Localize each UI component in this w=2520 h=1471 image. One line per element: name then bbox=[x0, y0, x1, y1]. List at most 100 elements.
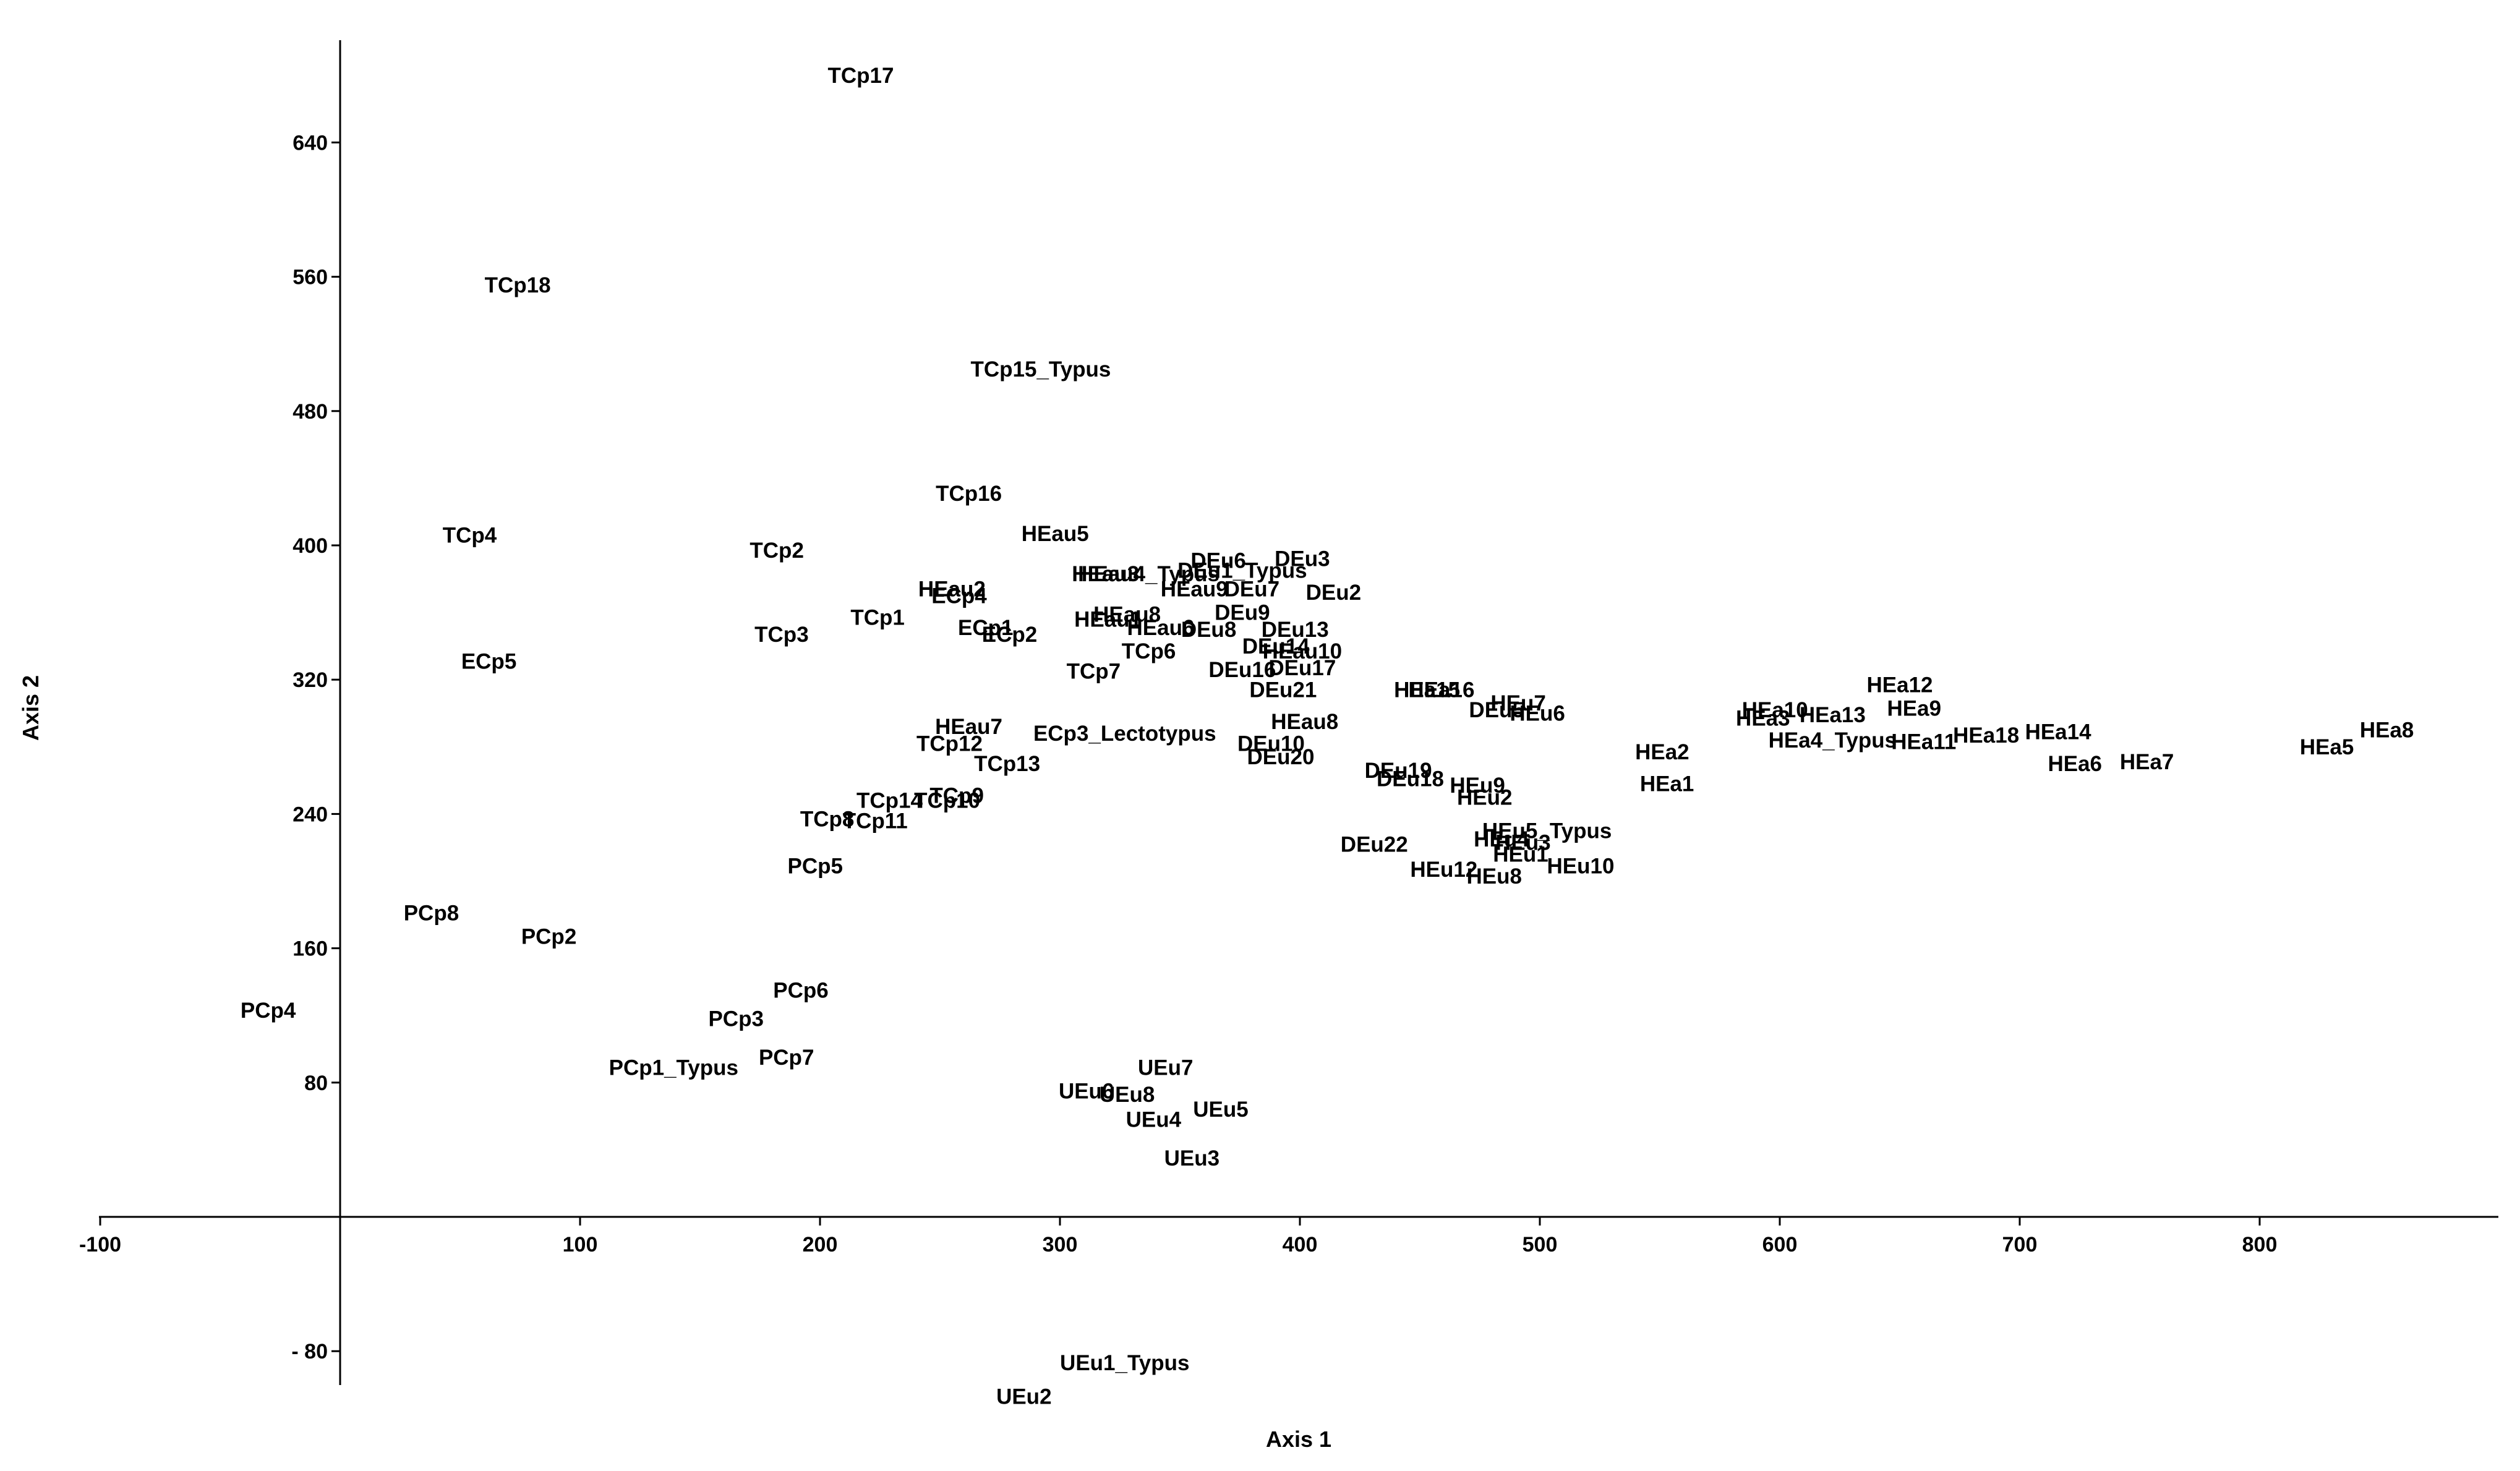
point-label: HEa11 bbox=[1891, 730, 1956, 754]
point-label: HEau6 bbox=[1127, 616, 1194, 640]
point-label: DEu14 bbox=[1242, 634, 1310, 659]
point-label: DEu5 bbox=[1469, 698, 1524, 722]
point-label: HEa9 bbox=[1887, 696, 1941, 720]
point-label: TCp3 bbox=[754, 623, 809, 647]
point-label: HEa14 bbox=[2025, 720, 2092, 744]
point-label: TCp13 bbox=[974, 752, 1040, 776]
point-label: HEu9 bbox=[1450, 774, 1505, 798]
x-tick-label: 800 bbox=[2242, 1233, 2278, 1256]
point-label: UEu7 bbox=[1138, 1055, 1193, 1080]
point-label: HEa15 bbox=[1394, 678, 1460, 702]
point-label: TCp12 bbox=[916, 731, 983, 756]
point-label: HEu5_Typus bbox=[1482, 819, 1612, 843]
point-label: HEa12 bbox=[1866, 673, 1933, 697]
point-label: TCp6 bbox=[1122, 639, 1176, 663]
point-label: DEu6 bbox=[1190, 548, 1245, 573]
y-tick-label: 480 bbox=[293, 400, 328, 424]
point-label: UEu8 bbox=[1100, 1083, 1155, 1107]
point-label: PCp2 bbox=[521, 925, 576, 949]
point-label: HEau4_Typus bbox=[1078, 562, 1219, 586]
point-label: HEau3 bbox=[1072, 562, 1139, 586]
point-label: HEu4 bbox=[1474, 827, 1529, 851]
x-tick-label: 700 bbox=[2002, 1233, 2038, 1256]
point-label: HEa4_Typus bbox=[1769, 728, 1897, 753]
point-label: HEu10 bbox=[1547, 855, 1614, 879]
point-label: HEu8 bbox=[1467, 864, 1522, 889]
point-label: TCp17 bbox=[827, 64, 894, 88]
point-label: HEa18 bbox=[1953, 723, 2019, 748]
point-label: HEa13 bbox=[1800, 703, 1866, 727]
point-label: HEau9 bbox=[1161, 578, 1228, 602]
x-tick-label: 600 bbox=[1762, 1233, 1798, 1256]
point-label: DEu19 bbox=[1365, 759, 1432, 783]
point-label: DEu21 bbox=[1249, 678, 1317, 702]
point-label: HEa5 bbox=[2300, 735, 2354, 759]
y-axis-title: Axis 2 bbox=[18, 675, 43, 741]
y-tick-label: 560 bbox=[293, 266, 328, 289]
point-labels: TCp17 TCp18 TCp15_Typus TCp16 TCp4 TCp2 HEau5 H… bbox=[241, 64, 2414, 1409]
point-label: PCp8 bbox=[404, 902, 459, 926]
point-label: HEau8 bbox=[1271, 710, 1338, 734]
point-label: UEu2 bbox=[996, 1385, 1051, 1409]
point-label: DEu17 bbox=[1268, 656, 1336, 680]
point-label: HEa7 bbox=[2120, 750, 2174, 774]
point-label: UEu4 bbox=[1126, 1108, 1182, 1132]
point-label: PCp6 bbox=[773, 978, 828, 1002]
point-label: DEu10 bbox=[1237, 731, 1305, 756]
point-label: UEu3 bbox=[1164, 1146, 1219, 1170]
point-label: HEu7 bbox=[1490, 691, 1545, 715]
point-label: TCp4 bbox=[443, 524, 497, 548]
point-label: HEa8 bbox=[2360, 718, 2414, 743]
axes bbox=[99, 40, 2498, 1385]
point-label: PCp4 bbox=[241, 999, 296, 1023]
point-label: PCp3 bbox=[708, 1007, 763, 1031]
point-label: HEu2 bbox=[1457, 785, 1512, 809]
point-label: HEu3 bbox=[1495, 831, 1550, 855]
point-label: DEu2 bbox=[1306, 581, 1361, 605]
point-label: TCp14 bbox=[856, 789, 923, 813]
point-label: TCp9 bbox=[929, 784, 984, 808]
point-label: TCp1 bbox=[850, 606, 905, 630]
point-label: TCp2 bbox=[750, 539, 804, 563]
point-label: HEu1 bbox=[1493, 843, 1548, 867]
point-label: ECp5 bbox=[461, 649, 516, 673]
x-tick-label: 300 bbox=[1043, 1233, 1078, 1256]
point-label: UEu1_Typus bbox=[1060, 1351, 1189, 1375]
point-label: HEau8 bbox=[1093, 602, 1161, 626]
y-tick-label: 320 bbox=[293, 668, 328, 692]
y-tick-label: - 80 bbox=[291, 1340, 328, 1363]
y-tick-label: 400 bbox=[293, 534, 328, 558]
point-label: ECp2 bbox=[982, 623, 1037, 647]
point-label: HEau1 bbox=[1074, 607, 1142, 631]
point-label: HEa16 bbox=[1408, 678, 1474, 702]
point-label: DEu3 bbox=[1275, 547, 1330, 571]
y-tick-label: 240 bbox=[293, 803, 328, 826]
y-tick-label: 160 bbox=[293, 937, 328, 961]
point-label: ECp1 bbox=[958, 616, 1013, 640]
point-label: TCp18 bbox=[485, 273, 551, 297]
point-label: TCp7 bbox=[1067, 660, 1121, 684]
point-label: TCp10 bbox=[914, 789, 980, 813]
x-tick-label: 200 bbox=[803, 1233, 838, 1256]
point-label: DEu20 bbox=[1247, 745, 1314, 769]
point-label: HEau2 bbox=[918, 578, 986, 602]
point-label: TCp15_Typus bbox=[971, 357, 1111, 382]
ticks: -100 100 200 300 400 500 600 700 800 640 560 480 400… bbox=[79, 131, 2277, 1363]
point-label: PCp7 bbox=[759, 1046, 814, 1070]
y-tick-label: 80 bbox=[304, 1072, 328, 1095]
point-label: PCp1_Typus bbox=[609, 1055, 738, 1080]
point-label: DEu8 bbox=[1181, 618, 1236, 642]
point-label: DEu18 bbox=[1377, 767, 1444, 791]
point-label: DEu16 bbox=[1208, 658, 1276, 682]
point-label: PCp5 bbox=[788, 855, 843, 879]
point-label: DEu1_Typus bbox=[1177, 559, 1307, 583]
point-label: HEa1 bbox=[1640, 772, 1694, 796]
x-tick-label: 500 bbox=[1523, 1233, 1558, 1256]
point-label: HEau7 bbox=[935, 715, 1002, 739]
point-label: UEu5 bbox=[1193, 1098, 1248, 1122]
point-label: HEa2 bbox=[1635, 740, 1689, 764]
point-label: DEu7 bbox=[1224, 578, 1279, 602]
x-axis-title: Axis 1 bbox=[1266, 1426, 1331, 1452]
point-label: DEu22 bbox=[1341, 832, 1408, 856]
